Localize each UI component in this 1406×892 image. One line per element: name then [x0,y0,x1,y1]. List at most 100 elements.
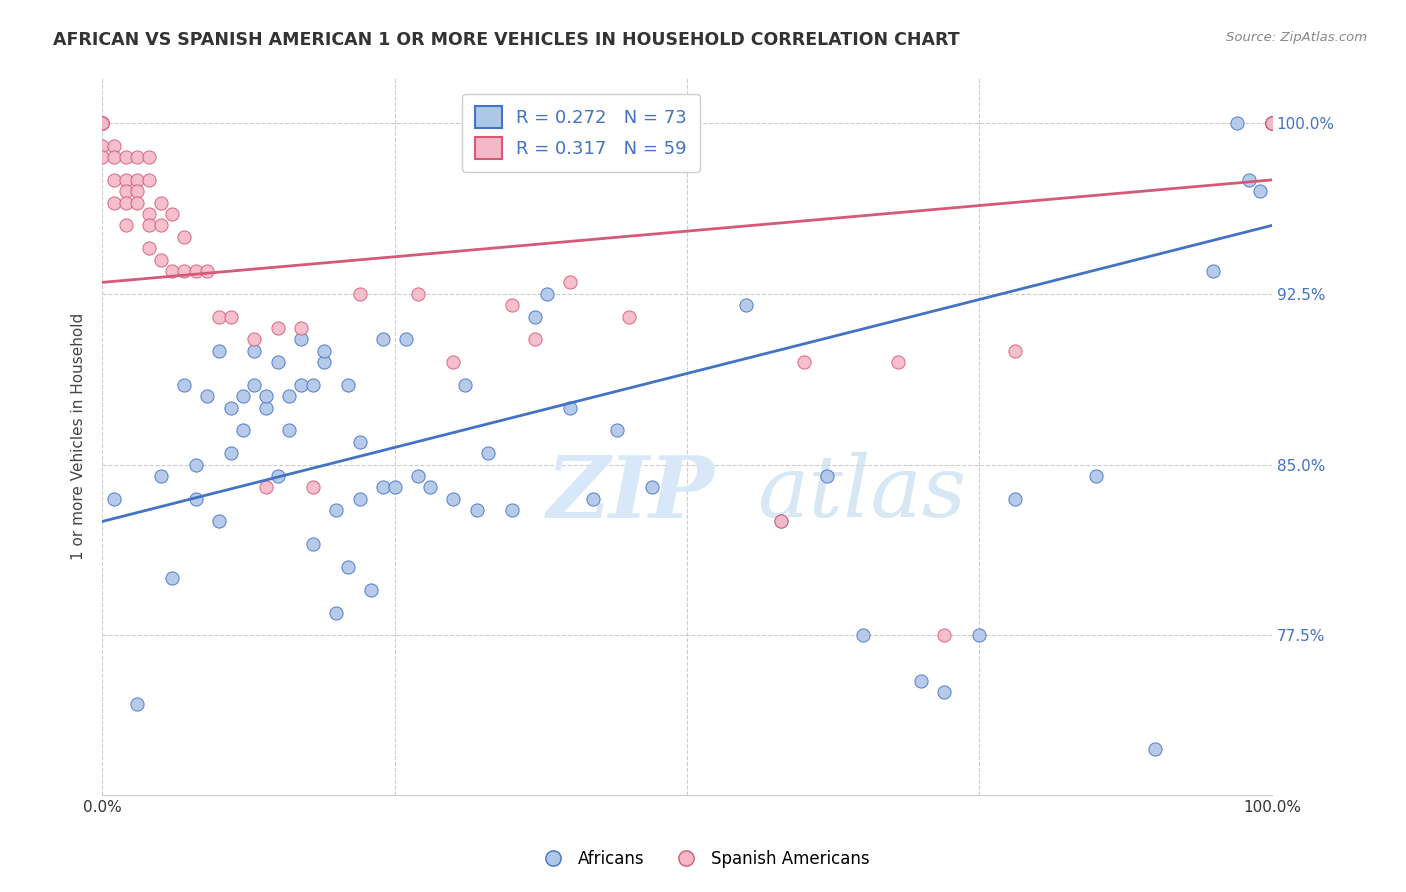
Point [441,355,464,369]
Point [149,219,172,233]
Point [138,207,160,221]
Point [103,491,125,506]
Point [184,458,207,472]
Point [477,446,499,460]
Point [91,116,114,130]
Point [138,241,160,255]
Point [349,286,371,301]
Point [197,264,219,278]
Point [138,150,160,164]
Point [290,321,312,335]
Point [1004,491,1026,506]
Point [524,310,547,324]
Legend: R = 0.272   N = 73, R = 0.317   N = 59: R = 0.272 N = 73, R = 0.317 N = 59 [463,94,700,172]
Point [114,173,136,187]
Point [325,503,347,517]
Point [1143,742,1166,756]
Point [197,389,219,403]
Point [371,332,394,346]
Point [1249,184,1271,198]
Point [314,355,336,369]
Point [103,195,125,210]
Text: atlas: atlas [758,452,966,535]
Point [371,480,394,494]
Point [114,219,136,233]
Point [91,116,114,130]
Point [219,401,242,415]
Point [734,298,756,312]
Point [1085,469,1108,483]
Point [149,252,172,267]
Point [266,469,288,483]
Point [1261,116,1284,130]
Point [138,219,160,233]
Point [278,389,301,403]
Point [184,491,207,506]
Point [243,377,266,392]
Point [769,515,792,529]
Point [91,116,114,130]
Point [91,116,114,130]
Point [301,537,323,551]
Point [266,321,288,335]
Point [103,173,125,187]
Point [219,310,242,324]
Point [278,423,301,437]
Point [501,298,523,312]
Point [1004,343,1026,358]
Point [501,503,523,517]
Point [384,480,406,494]
Point [934,685,956,699]
Point [103,150,125,164]
Point [91,116,114,130]
Point [232,423,254,437]
Point [360,582,382,597]
Point [1261,116,1284,130]
Point [1202,264,1225,278]
Point [243,332,266,346]
Point [815,469,838,483]
Point [219,446,242,460]
Point [336,560,359,574]
Point [582,491,605,506]
Point [1237,173,1260,187]
Point [138,173,160,187]
Point [254,401,277,415]
Point [91,116,114,130]
Point [1261,116,1284,130]
Point [336,377,359,392]
Point [266,355,288,369]
Point [524,332,547,346]
Point [301,377,323,392]
Point [1261,116,1284,130]
Point [910,673,932,688]
Point [1261,116,1284,130]
Point [793,355,815,369]
Point [441,491,464,506]
Point [558,401,581,415]
Point [290,332,312,346]
Point [406,469,429,483]
Point [173,230,195,244]
Point [149,195,172,210]
Point [558,276,581,290]
Point [162,264,184,278]
Point [184,264,207,278]
Point [103,138,125,153]
Point [290,377,312,392]
Point [114,150,136,164]
Point [301,480,323,494]
Point [1226,116,1249,130]
Point [162,207,184,221]
Point [162,571,184,585]
Point [208,343,231,358]
Point [127,173,149,187]
Point [127,195,149,210]
Point [886,355,908,369]
Point [173,264,195,278]
Point [349,491,371,506]
Point [934,628,956,642]
Point [127,697,149,711]
Point [91,138,114,153]
Point [1261,116,1284,130]
